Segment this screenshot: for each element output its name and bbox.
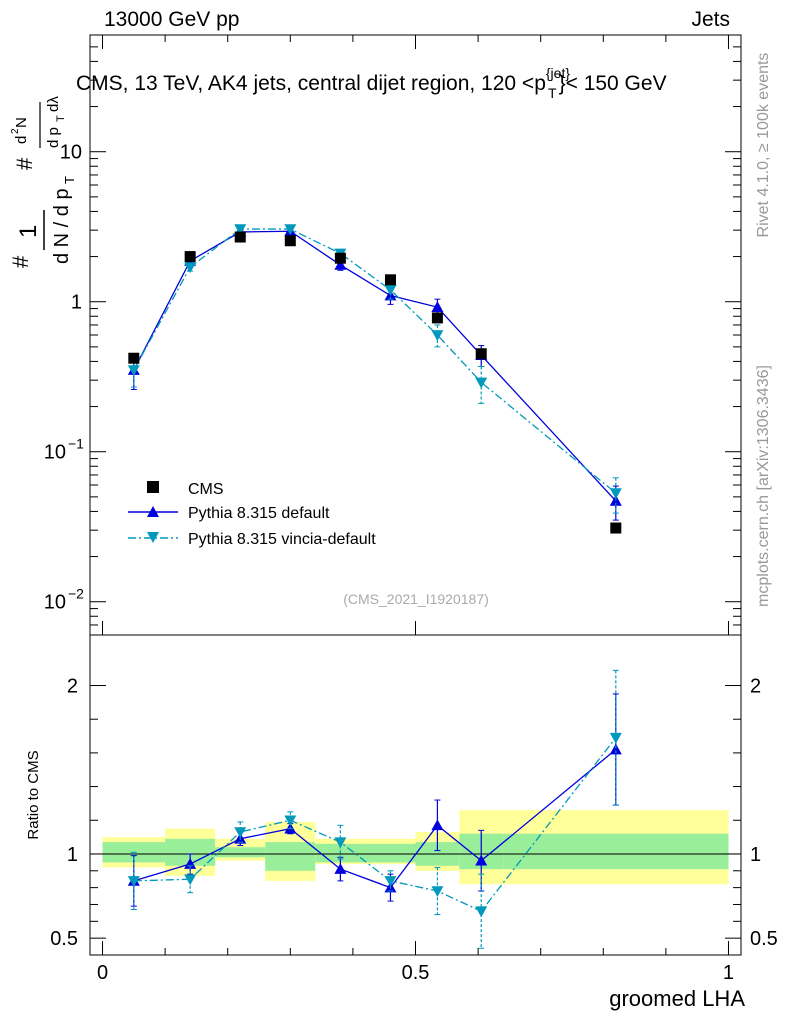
legend-marker-cms [147, 481, 159, 493]
data-point-vincia [609, 488, 622, 500]
data-point-default [334, 258, 347, 270]
data-point-vincia [431, 330, 444, 341]
series-line-vincia [133, 228, 617, 494]
data-point-cms [128, 352, 140, 364]
legend-marker-default [147, 506, 159, 517]
ratio-point-default [475, 854, 488, 866]
svg-text:2: 2 [10, 128, 21, 134]
y-tick-label-main: 10 [60, 142, 82, 164]
ratio-point-default [431, 819, 444, 831]
ratio-band-inner [365, 843, 416, 863]
data-point-cms [431, 312, 443, 324]
y-tick-label-main: 10 [44, 592, 66, 614]
y-tick-label-ratio-right: 0.5 [750, 928, 778, 950]
legend-marker-vincia [147, 532, 159, 543]
svg-text:1: 1 [15, 225, 42, 238]
data-point-vincia [475, 377, 488, 389]
y-tick-label-exponent: −1 [68, 436, 84, 452]
data-point-vincia [384, 285, 397, 296]
svg-text:d: d [13, 136, 30, 144]
data-point-vincia [184, 262, 197, 274]
data-point-cms [384, 274, 396, 286]
ratio-band-group [102, 810, 729, 885]
header-process-label: 13000 GeV pp [104, 8, 240, 31]
ratio-point-vincia [334, 837, 347, 849]
ratio-band-inner [215, 847, 266, 858]
svg-text:#: # [12, 157, 37, 170]
main-series-group [127, 224, 622, 534]
svg-text:T: T [55, 115, 67, 122]
series-line-default [133, 230, 617, 502]
analysis-id-label: (CMS_2021_I1920187) [343, 591, 489, 607]
ratio-point-vincia [475, 906, 488, 918]
data-point-cms [475, 348, 487, 360]
ratio-point-vincia [609, 732, 622, 744]
data-point-cms [334, 252, 346, 264]
data-point-cms [234, 231, 246, 243]
x-tick-label: 1 [723, 962, 734, 984]
svg-text:d p: d p [45, 127, 62, 148]
ratio-point-vincia [284, 815, 297, 827]
ratio-point-vincia [384, 876, 397, 887]
svg-text:N: N [13, 117, 30, 128]
y-tick-label-ratio: 2 [67, 676, 78, 698]
main-ylabel: # 1 d N / d p T # d 2N d p Tdλ [8, 96, 77, 268]
data-point-vincia [127, 365, 140, 377]
ratio-point-vincia [127, 876, 140, 887]
ratio-panel-frame [89, 634, 742, 956]
x-tick-label: 0.5 [402, 962, 430, 984]
legend-label-vincia: Pythia 8.315 vincia-default [188, 531, 376, 548]
ratio-point-vincia [431, 886, 444, 897]
svg-text:dλ: dλ [45, 96, 62, 112]
ratio-band-inner [503, 833, 729, 870]
y-tick-label-exponent: −2 [68, 586, 84, 602]
ratio-series-group [127, 669, 622, 949]
data-point-vincia [234, 224, 247, 236]
y-tick-label-ratio-right: 2 [750, 676, 761, 698]
y-tick-label-ratio: 0.5 [50, 928, 78, 950]
svg-text:#: # [8, 255, 33, 268]
ratio-point-default [609, 743, 622, 755]
ratio-ylabel: Ratio to CMS [25, 750, 42, 839]
ratio-band-inner [265, 842, 316, 871]
legend-label-cms: CMS [188, 481, 224, 498]
data-point-vincia [284, 224, 297, 236]
y-tick-label-ratio-right: 1 [750, 844, 761, 866]
x-axis-label: groomed LHA [609, 986, 745, 1011]
header-category-label: Jets [691, 8, 730, 31]
data-point-cms [610, 522, 622, 534]
plot-title: CMS, 13 TeV, AK4 jets, central dijet reg… [76, 65, 667, 101]
x-tick-label: 0 [97, 962, 108, 984]
ratio-point-vincia [234, 827, 247, 839]
svg-text:d N / d p: d N / d p [51, 188, 73, 264]
y-tick-label-main: 10 [44, 442, 66, 464]
data-point-default [431, 301, 444, 312]
data-point-cms [284, 235, 296, 247]
ratio-point-vincia [184, 874, 197, 886]
y-tick-label-main: 1 [71, 292, 82, 314]
svg-text:T: T [62, 176, 77, 184]
y-tick-label-ratio: 1 [67, 844, 78, 866]
legend: CMS Pythia 8.315 default Pythia 8.315 vi… [128, 481, 376, 548]
ratio-point-default [334, 863, 347, 874]
legend-label-default: Pythia 8.315 default [188, 505, 330, 522]
data-point-cms [184, 251, 196, 263]
